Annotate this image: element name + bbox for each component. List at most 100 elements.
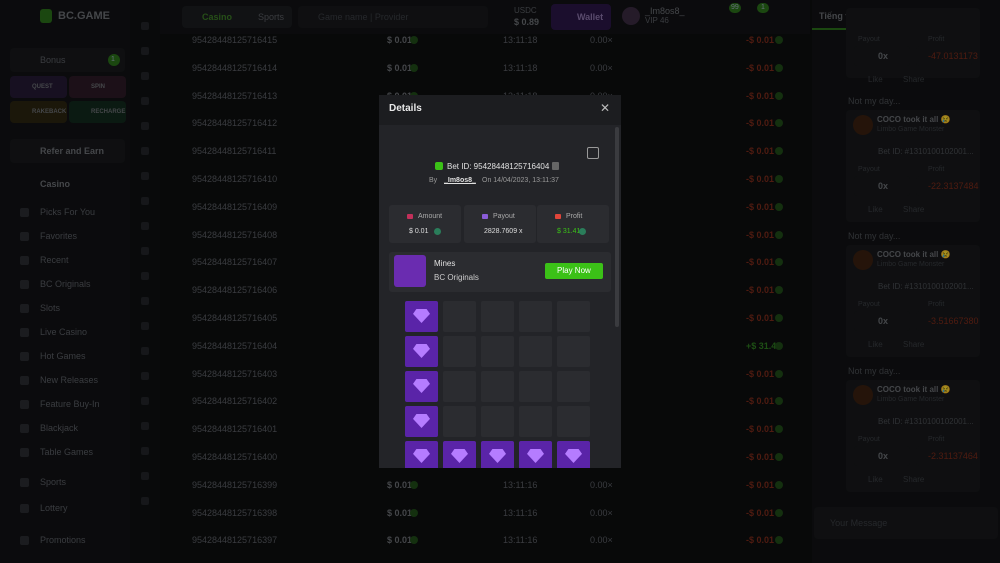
- bet-id: 95428448125716402: [192, 396, 278, 407]
- amount: $ 0.01: [387, 479, 413, 490]
- bet-id: 95428448125716415: [192, 35, 278, 45]
- chat-bet-id: Bet ID: #1310100102001...: [878, 417, 974, 426]
- rail-icon: [141, 72, 149, 80]
- menu-item[interactable]: Feature Buy-In: [40, 399, 100, 409]
- menu-item[interactable]: Live Casino: [40, 327, 88, 337]
- bonus-item[interactable]: [10, 48, 125, 72]
- coin-icon: [410, 480, 418, 489]
- promo-tile[interactable]: [10, 76, 67, 98]
- message-input[interactable]: [814, 507, 998, 539]
- payout-value: 0x: [878, 451, 889, 461]
- search-placeholder[interactable]: Game name | Provider: [318, 12, 409, 22]
- menu-item[interactable]: Sports: [40, 477, 67, 487]
- language[interactable]: Tiếng việt: [819, 11, 861, 21]
- mine-cell: [519, 441, 552, 468]
- payout-value: 0x: [878, 51, 889, 61]
- share-button[interactable]: Share: [903, 75, 925, 84]
- menu-item[interactable]: New Releases: [40, 375, 99, 385]
- menu-item[interactable]: Table Games: [40, 447, 94, 457]
- menu-icon: [20, 208, 29, 217]
- share-button[interactable]: Share: [903, 340, 925, 349]
- bet-id: 95428448125716400: [192, 452, 278, 462]
- search-box[interactable]: [298, 6, 488, 28]
- amount: $ 0.01: [387, 62, 413, 73]
- payout-label: Payout: [858, 436, 880, 443]
- mine-cell: [405, 441, 438, 468]
- stat-label: Profit: [566, 213, 583, 220]
- profit-label: Profit: [928, 436, 945, 443]
- refer-item[interactable]: [10, 139, 125, 163]
- rail-icon: [141, 472, 149, 480]
- wallet-button[interactable]: [551, 4, 611, 30]
- refer-and-earn[interactable]: Refer and Earn: [40, 146, 105, 156]
- chat-text: Not my day...: [848, 366, 901, 376]
- play-button[interactable]: [545, 263, 603, 279]
- profit: -$ 0.01: [746, 285, 775, 296]
- stat-box: Amount $ 0.01: [389, 205, 461, 243]
- coin-icon: [775, 314, 783, 322]
- coin-icon: [410, 36, 418, 44]
- promo-tile-label[interactable]: RECHARGE: [91, 109, 126, 115]
- copy-icon[interactable]: [552, 162, 559, 170]
- menu-item[interactable]: BC Originals: [40, 279, 91, 289]
- promo-tile-label[interactable]: SPIN: [91, 84, 106, 90]
- menu-item[interactable]: Recent: [40, 255, 69, 265]
- time: 13:11:18: [503, 35, 538, 45]
- menu-item[interactable]: Hot Games: [40, 351, 86, 361]
- like-button[interactable]: Like: [868, 75, 883, 84]
- tab-casino[interactable]: Casino: [202, 12, 233, 22]
- menu-item[interactable]: Favorites: [40, 231, 78, 241]
- promo-tile[interactable]: [69, 76, 126, 98]
- chat-text: Not my day...: [848, 231, 901, 241]
- menu-icon: [20, 304, 29, 313]
- menu-item[interactable]: Slots: [40, 303, 61, 313]
- stat-box: Payout 2828.7609 x: [464, 205, 536, 243]
- badge-count: 1: [761, 4, 765, 11]
- mine-cell: [557, 371, 590, 402]
- mine-cell: [481, 301, 514, 332]
- promo-tile-label[interactable]: RAKEBACK: [32, 109, 67, 115]
- wallet-label[interactable]: Wallet: [577, 12, 604, 22]
- casino-section[interactable]: Casino: [40, 179, 71, 189]
- rail-icon: [141, 497, 149, 505]
- tab-sports[interactable]: Sports: [258, 12, 285, 22]
- profit: -$ 0.01: [746, 90, 775, 101]
- profit: -$ 0.01: [746, 507, 775, 518]
- mine-cell: [481, 371, 514, 402]
- promo-tile[interactable]: [10, 101, 67, 123]
- time: 13:11:18: [503, 62, 538, 73]
- bet-id: 95428448125716412: [192, 118, 278, 129]
- like-button[interactable]: Like: [868, 475, 883, 484]
- menu-item[interactable]: Blackjack: [40, 423, 79, 433]
- promo-tile[interactable]: [69, 101, 126, 123]
- stat-value: $ 0.01: [409, 228, 429, 235]
- play-now[interactable]: Play Now: [557, 266, 591, 275]
- like-button[interactable]: Like: [868, 340, 883, 349]
- menu-item[interactable]: Promotions: [40, 535, 86, 545]
- coin-icon: [410, 508, 418, 517]
- modal-title: Details: [389, 103, 422, 114]
- casino-tab[interactable]: [182, 6, 292, 28]
- like-button[interactable]: Like: [868, 205, 883, 214]
- share-button[interactable]: Share: [903, 205, 925, 214]
- coin-icon: [775, 258, 783, 267]
- bet-user[interactable]: _Im8os8_: [444, 177, 476, 184]
- share-button[interactable]: Share: [903, 475, 925, 484]
- menu-icon: [20, 448, 29, 457]
- profit: -$ 0.01: [746, 229, 775, 240]
- bonus[interactable]: Bonus: [40, 55, 66, 65]
- details-modal: Details ✕ Bet ID: 95428448125716404 By _Im8o…: [379, 95, 621, 468]
- bet-id: 95428448125716403: [192, 368, 278, 379]
- rail-icon: [141, 322, 149, 330]
- share-icon[interactable]: [587, 147, 599, 159]
- menu-item[interactable]: Picks For You: [40, 207, 96, 217]
- close-icon[interactable]: ✕: [600, 101, 611, 115]
- message-placeholder[interactable]: Your Message: [830, 518, 888, 528]
- mine-cell: [481, 441, 514, 468]
- profit: -$ 0.01: [746, 396, 775, 407]
- menu-item[interactable]: Lottery: [40, 503, 68, 513]
- promo-tile-label[interactable]: QUEST: [32, 84, 53, 90]
- mine-cell: [405, 406, 438, 437]
- stat-box: Profit $ 31.41: [537, 205, 609, 243]
